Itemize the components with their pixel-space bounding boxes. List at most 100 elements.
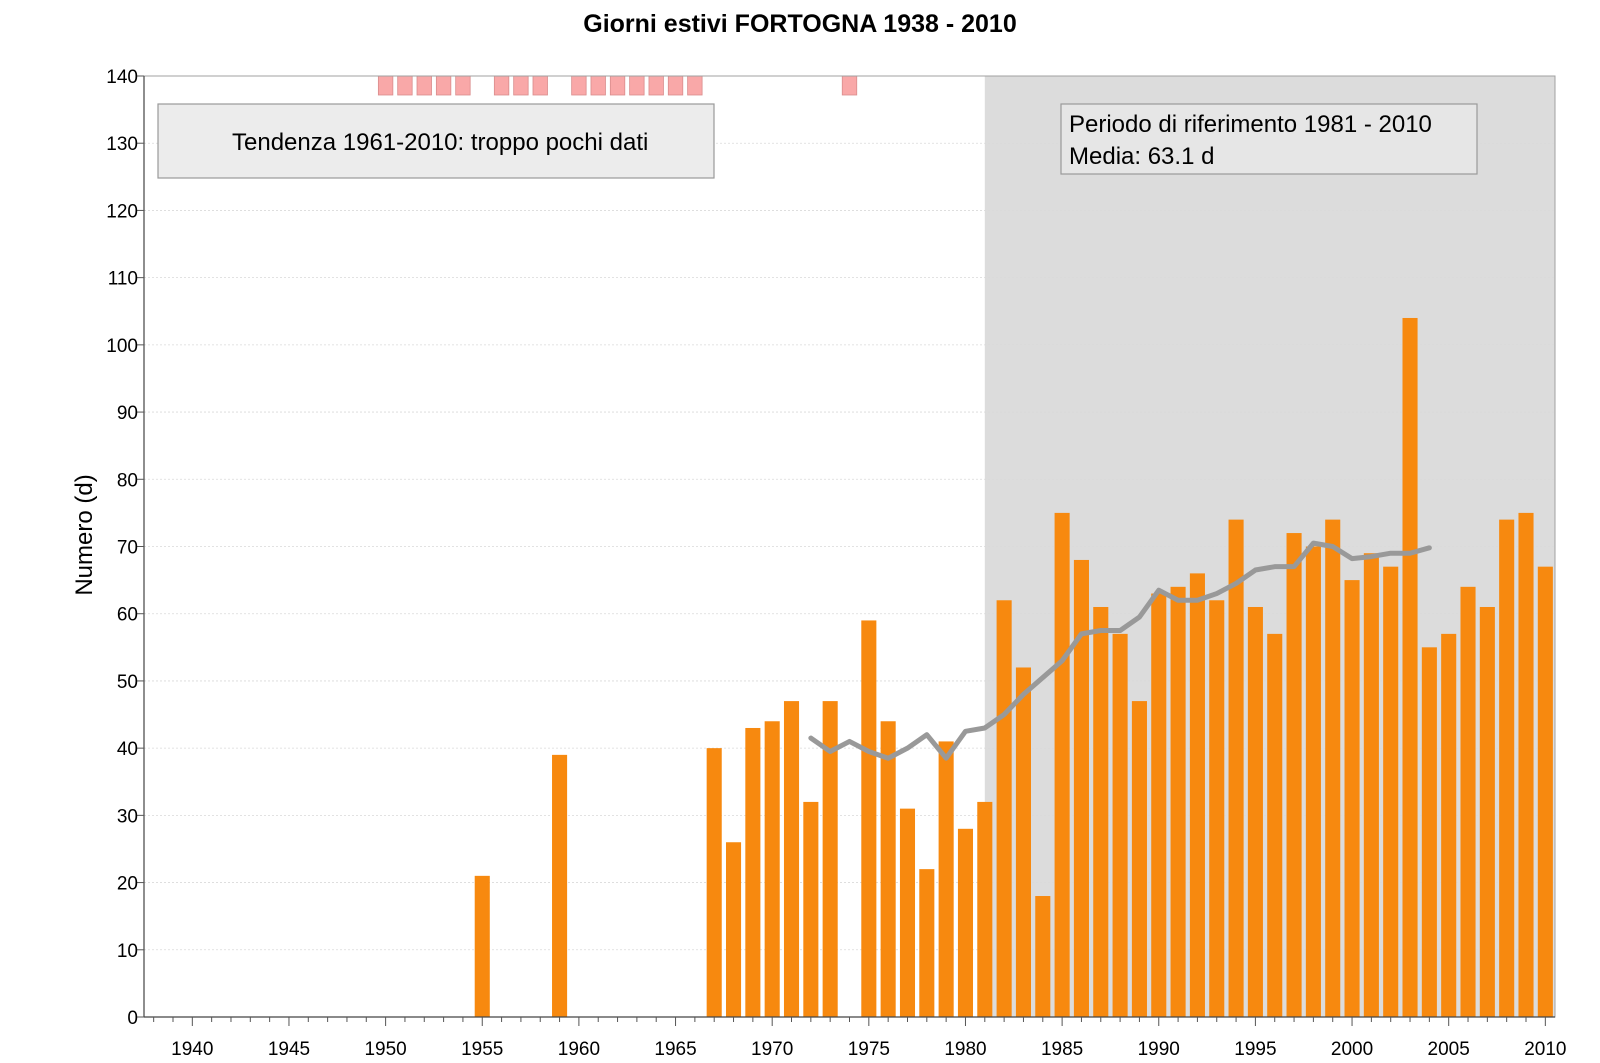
y-tick-label: 0 bbox=[127, 1008, 138, 1029]
y-axis: 0 10 20 30 40 50 60 70 80 90 100 110 120 130 140 bbox=[106, 67, 144, 1029]
x-tick-label: 1985 bbox=[1041, 1039, 1083, 1060]
bar-1978 bbox=[919, 869, 935, 1017]
bar-2003 bbox=[1402, 317, 1418, 1017]
bar-1986 bbox=[1073, 559, 1089, 1017]
reference-period-box: Periodo di riferimento 1981 - 2010 Media… bbox=[1060, 103, 1478, 175]
bar-2007 bbox=[1479, 606, 1495, 1017]
y-tick-label: 80 bbox=[117, 470, 138, 491]
y-tick-label: 70 bbox=[117, 538, 138, 559]
bar-2004 bbox=[1421, 647, 1437, 1017]
bar-1989 bbox=[1131, 701, 1147, 1017]
x-tick-label: 1970 bbox=[751, 1039, 793, 1060]
bar-1983 bbox=[1015, 667, 1031, 1017]
bar-1985 bbox=[1054, 512, 1070, 1017]
y-tick-label: 10 bbox=[117, 941, 138, 962]
bar-1955 bbox=[474, 875, 490, 1017]
bar-1982 bbox=[996, 600, 1012, 1017]
bar-1980 bbox=[957, 828, 974, 1017]
bar-2006 bbox=[1460, 586, 1476, 1017]
bar-1987 bbox=[1093, 606, 1109, 1017]
bar-1998 bbox=[1305, 546, 1321, 1017]
x-tick-label: 1965 bbox=[654, 1039, 696, 1060]
missing-year-1952 bbox=[416, 75, 432, 96]
bar-1988 bbox=[1112, 633, 1128, 1017]
x-tick-label: 1995 bbox=[1234, 1039, 1276, 1060]
reference-period-label: Periodo di riferimento 1981 - 2010 bbox=[1069, 111, 1432, 138]
y-tick-label: 120 bbox=[106, 201, 138, 222]
bar-1968 bbox=[725, 842, 742, 1017]
bar-1970 bbox=[764, 721, 780, 1017]
missing-year-1962 bbox=[609, 75, 626, 96]
missing-year-1957 bbox=[513, 75, 529, 96]
missing-year-1956 bbox=[493, 75, 510, 96]
missing-year-1960 bbox=[571, 75, 587, 96]
x-tick-label: 2000 bbox=[1331, 1039, 1373, 1060]
x-tick-label: 1945 bbox=[268, 1039, 310, 1060]
missing-year-1953 bbox=[435, 75, 452, 96]
missing-year-1958 bbox=[532, 75, 548, 96]
y-tick-label: 60 bbox=[117, 605, 138, 626]
bar-1972 bbox=[803, 801, 819, 1017]
trend-label: Tendenza 1961-2010: troppo pochi dati bbox=[232, 129, 648, 156]
y-tick-label: 110 bbox=[108, 269, 138, 290]
x-axis: 1940 1945 1950 1955 1960 1965 1970 1975 1980 1985… bbox=[153, 1017, 1566, 1060]
y-grid bbox=[144, 75, 1555, 951]
x-tick-label: 1960 bbox=[558, 1039, 600, 1060]
missing-year-1950 bbox=[377, 75, 394, 96]
x-tick-label: 1990 bbox=[1138, 1039, 1180, 1060]
bar-1975 bbox=[861, 620, 877, 1017]
missing-year-1961 bbox=[590, 75, 606, 96]
bar-1977 bbox=[899, 808, 916, 1017]
missing-year-1963 bbox=[629, 75, 645, 96]
x-tick-label: 1975 bbox=[848, 1039, 890, 1060]
missing-year-1951 bbox=[397, 75, 413, 96]
x-tick-label: 1955 bbox=[461, 1039, 503, 1060]
bar-2002 bbox=[1383, 566, 1399, 1017]
bar-2001 bbox=[1363, 553, 1379, 1017]
y-tick-label: 20 bbox=[117, 874, 138, 895]
bars bbox=[474, 317, 1553, 1017]
bar-2005 bbox=[1441, 633, 1457, 1017]
y-tick-label: 40 bbox=[117, 739, 138, 760]
y-tick-label: 30 bbox=[117, 806, 138, 827]
bar-2010 bbox=[1537, 566, 1553, 1017]
bar-2000 bbox=[1344, 580, 1360, 1017]
bar-1967 bbox=[706, 748, 722, 1017]
missing-year-1965 bbox=[667, 75, 684, 96]
bar-1969 bbox=[745, 727, 761, 1017]
missing-year-markers bbox=[377, 75, 858, 96]
y-tick-label: 50 bbox=[117, 672, 138, 693]
bar-1992 bbox=[1189, 573, 1205, 1017]
bar-2008 bbox=[1499, 519, 1515, 1017]
bar-1994 bbox=[1228, 519, 1244, 1017]
trend-box: Tendenza 1961-2010: troppo pochi dati bbox=[157, 103, 715, 179]
x-tick-label: 1980 bbox=[944, 1039, 986, 1060]
y-tick-label: 130 bbox=[106, 134, 138, 155]
bar-1976 bbox=[880, 721, 896, 1017]
bar-1971 bbox=[783, 701, 800, 1017]
missing-year-1966 bbox=[687, 75, 703, 96]
y-tick-label: 90 bbox=[117, 403, 138, 424]
bar-1959 bbox=[552, 754, 568, 1017]
bar-1999 bbox=[1325, 519, 1341, 1017]
bar-1979 bbox=[938, 741, 954, 1017]
bar-2009 bbox=[1518, 512, 1534, 1017]
y-tick-label: 100 bbox=[106, 336, 138, 357]
bar-1991 bbox=[1170, 586, 1186, 1017]
bar-1984 bbox=[1035, 896, 1051, 1017]
y-tick-label: 140 bbox=[106, 67, 138, 88]
bar-1993 bbox=[1209, 600, 1225, 1017]
bar-1981 bbox=[977, 801, 993, 1017]
chart-title: Giorni estivi FORTOGNA 1938 - 2010 bbox=[583, 10, 1016, 38]
x-tick-label: 2010 bbox=[1524, 1039, 1566, 1060]
y-axis-label: Numero (d) bbox=[71, 474, 98, 595]
x-tick-label: 1940 bbox=[171, 1039, 213, 1060]
missing-year-1974 bbox=[841, 75, 858, 96]
missing-year-1964 bbox=[648, 75, 664, 96]
x-tick-label: 2005 bbox=[1428, 1039, 1470, 1060]
bar-1973 bbox=[822, 701, 838, 1017]
x-tick-label: 1950 bbox=[364, 1039, 406, 1060]
bar-1990 bbox=[1151, 593, 1167, 1017]
reference-period-mean: Media: 63.1 d bbox=[1069, 143, 1214, 170]
